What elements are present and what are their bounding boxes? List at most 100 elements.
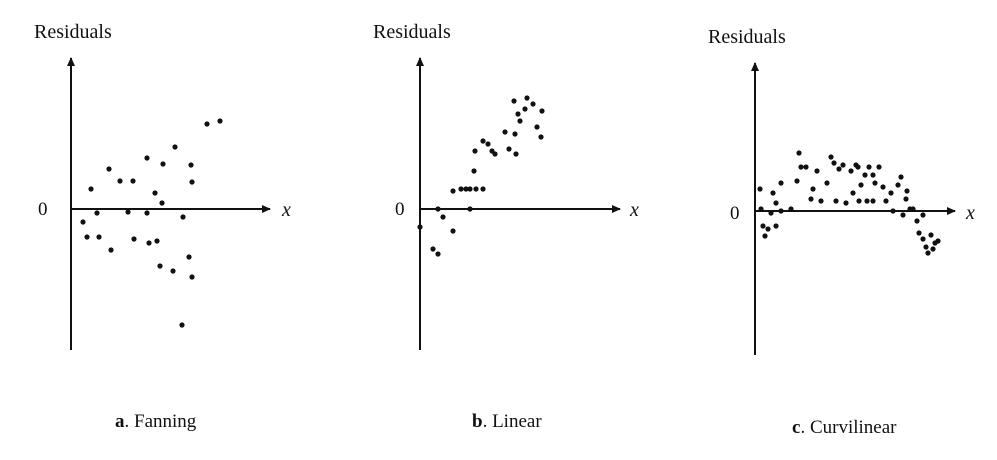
data-point xyxy=(506,146,512,152)
data-point xyxy=(833,198,839,204)
caption-text: . Fanning xyxy=(125,411,197,432)
data-point xyxy=(762,233,768,239)
data-point xyxy=(463,186,469,192)
data-point xyxy=(450,188,456,194)
data-point xyxy=(154,238,160,244)
panel-linear: Residuals 0 x b. Linear xyxy=(373,21,639,432)
data-point xyxy=(417,224,423,230)
data-point xyxy=(850,190,856,196)
data-point xyxy=(94,210,100,216)
data-point xyxy=(511,98,517,104)
data-point xyxy=(170,268,176,274)
data-point xyxy=(758,206,764,212)
data-point xyxy=(522,106,528,112)
data-point xyxy=(858,182,864,188)
data-point xyxy=(471,168,477,174)
panel-caption: b. Linear xyxy=(472,411,542,432)
x-axis-label: x xyxy=(629,199,639,221)
data-point xyxy=(530,101,536,107)
caption-letter: b xyxy=(472,411,483,432)
data-point xyxy=(888,190,894,196)
data-point xyxy=(485,141,491,147)
data-point xyxy=(814,168,820,174)
data-point xyxy=(890,208,896,214)
data-point xyxy=(106,166,112,172)
data-point xyxy=(152,190,158,196)
data-point xyxy=(773,223,779,229)
data-point xyxy=(473,186,479,192)
caption-text: . Curvilinear xyxy=(800,417,897,438)
data-point xyxy=(513,151,519,157)
data-point xyxy=(188,162,194,168)
data-point xyxy=(172,144,178,150)
panel-caption: a. Fanning xyxy=(115,411,197,432)
x-axis-label: x xyxy=(281,199,291,221)
data-point xyxy=(117,178,123,184)
data-point xyxy=(831,160,837,166)
data-point xyxy=(808,196,814,202)
data-point xyxy=(935,238,941,244)
data-point xyxy=(870,198,876,204)
data-point xyxy=(160,161,166,167)
data-point xyxy=(480,138,486,144)
data-point xyxy=(435,206,441,212)
data-point xyxy=(796,150,802,156)
data-point xyxy=(157,263,163,269)
data-point xyxy=(130,178,136,184)
data-point xyxy=(876,164,882,170)
data-point xyxy=(872,180,878,186)
data-point xyxy=(108,247,114,253)
data-point xyxy=(450,228,456,234)
data-point xyxy=(904,188,910,194)
data-point xyxy=(524,95,530,101)
data-point xyxy=(778,208,784,214)
data-point xyxy=(440,214,446,220)
data-point xyxy=(765,226,771,232)
y-axis-label: Residuals xyxy=(708,26,786,48)
data-point xyxy=(88,186,94,192)
data-point xyxy=(502,129,508,135)
data-point xyxy=(824,180,830,186)
data-point xyxy=(920,236,926,242)
data-point xyxy=(480,186,486,192)
data-point xyxy=(84,234,90,240)
data-point xyxy=(534,124,540,130)
data-point xyxy=(770,190,776,196)
data-point xyxy=(472,148,478,154)
data-point xyxy=(903,196,909,202)
data-point xyxy=(96,234,102,240)
data-point xyxy=(920,212,926,218)
data-point xyxy=(855,164,861,170)
data-point xyxy=(757,186,763,192)
data-point xyxy=(179,322,185,328)
data-point xyxy=(517,118,523,124)
data-point xyxy=(189,179,195,185)
data-point xyxy=(914,218,920,224)
data-point xyxy=(131,236,137,242)
data-point xyxy=(848,168,854,174)
panel-curvilinear: Residuals 0 x c. Curvilinear xyxy=(708,26,975,438)
data-point xyxy=(880,184,886,190)
data-point xyxy=(467,186,473,192)
data-point xyxy=(430,246,436,252)
data-point xyxy=(538,134,544,140)
data-point xyxy=(856,198,862,204)
data-point xyxy=(925,250,931,256)
data-point xyxy=(760,223,766,229)
data-point xyxy=(492,151,498,157)
data-point xyxy=(883,198,889,204)
data-points xyxy=(417,95,545,257)
data-point xyxy=(159,200,165,206)
data-point xyxy=(144,210,150,216)
data-point xyxy=(828,154,834,160)
data-point xyxy=(798,164,804,170)
data-point xyxy=(794,178,800,184)
y-axis-label: Residuals xyxy=(373,21,451,43)
data-point xyxy=(910,206,916,212)
data-point xyxy=(467,206,473,212)
data-point xyxy=(80,219,86,225)
data-point xyxy=(217,118,223,124)
data-point xyxy=(916,230,922,236)
data-points xyxy=(757,150,941,256)
